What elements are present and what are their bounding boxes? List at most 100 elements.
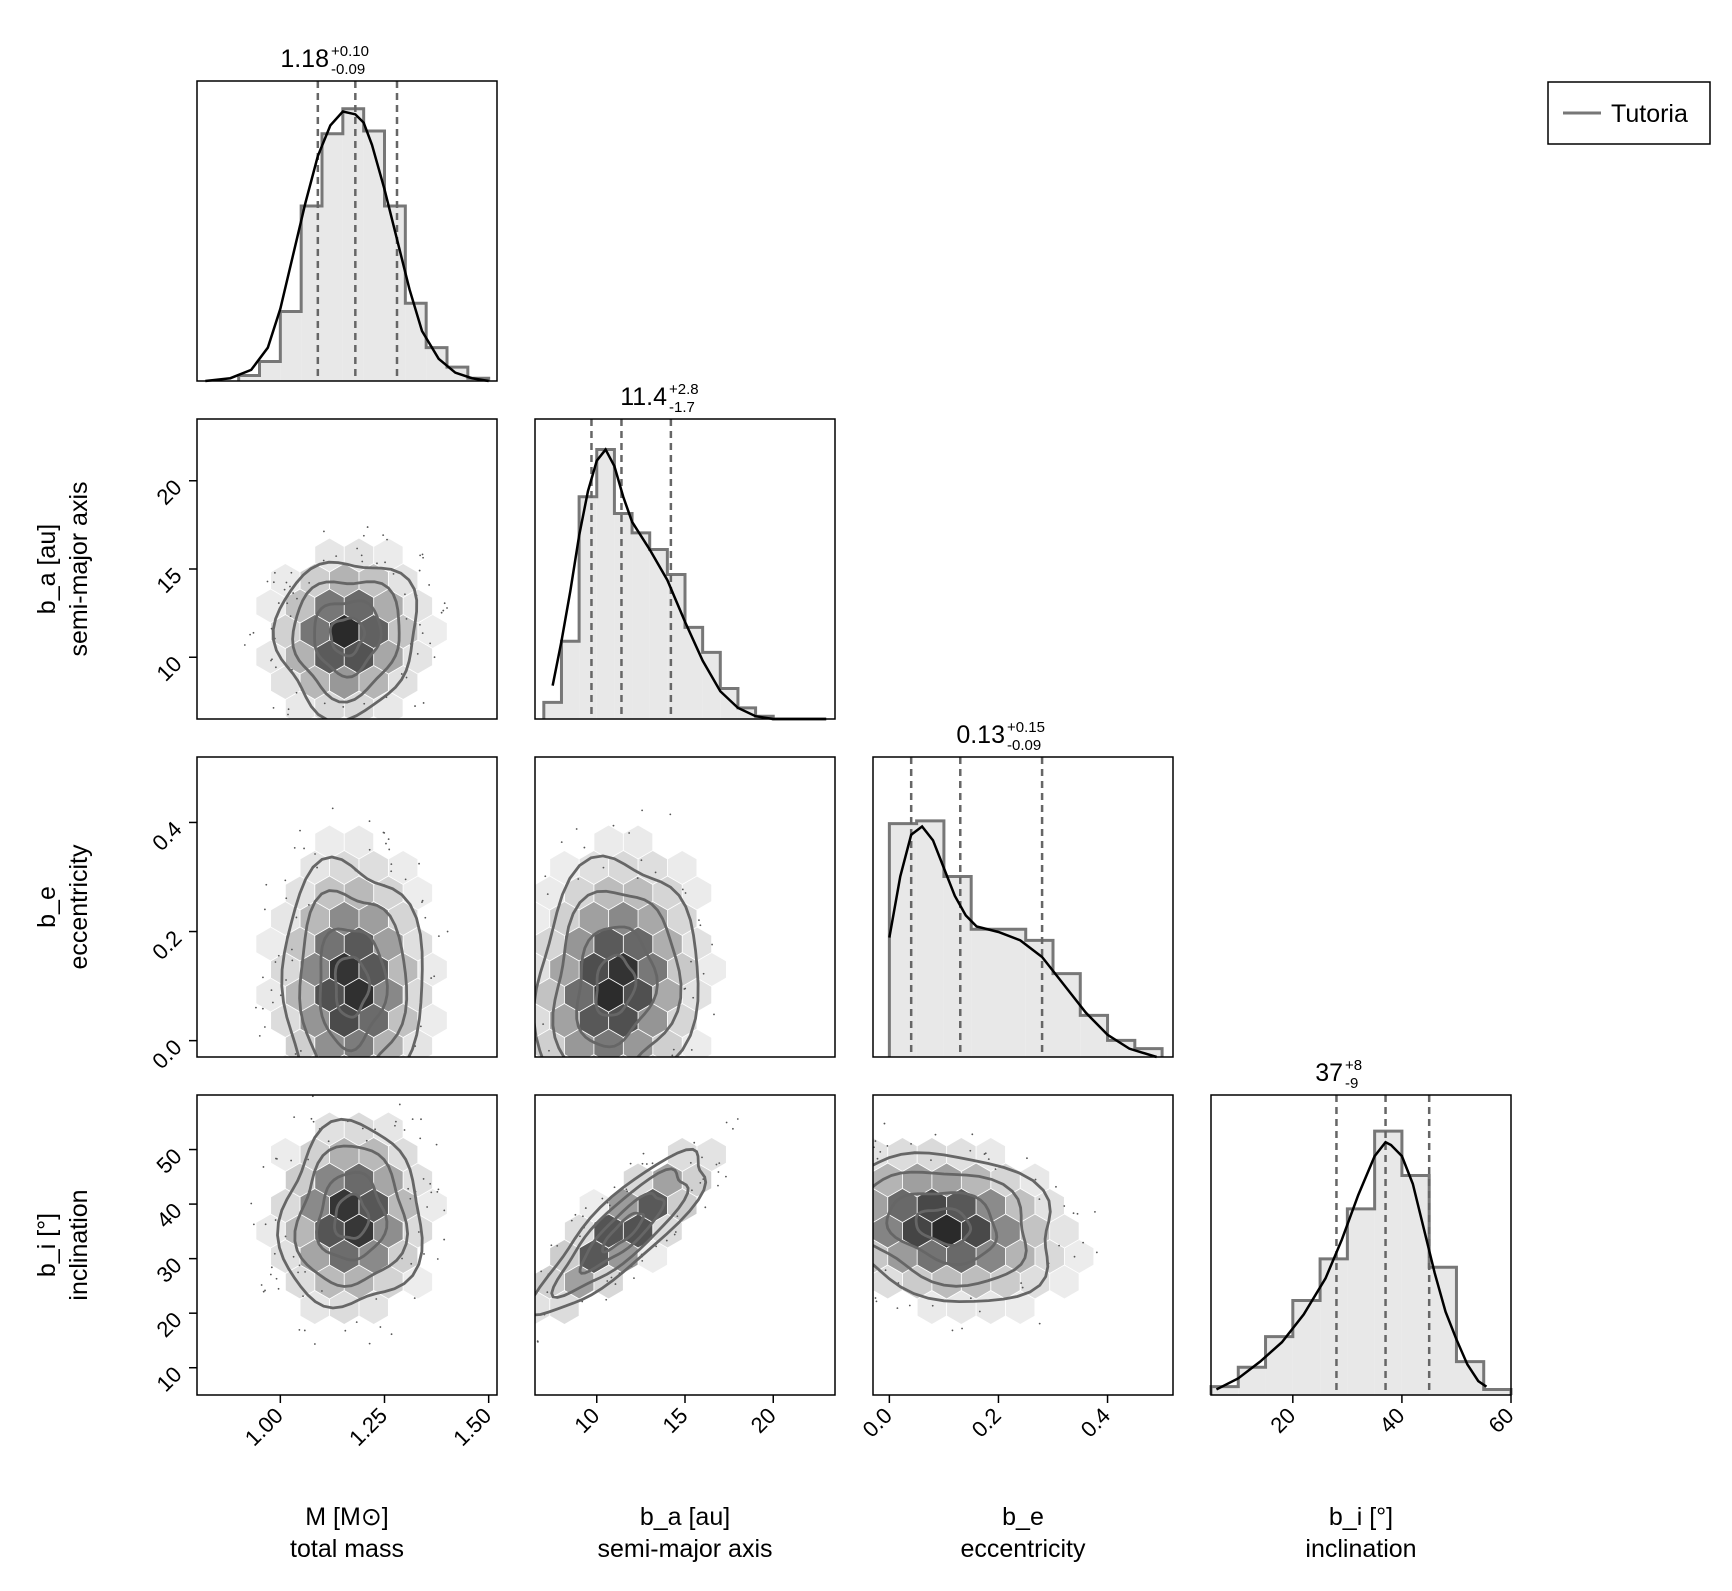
scatter-point	[304, 1270, 306, 1273]
scatter-point	[295, 916, 298, 919]
hexbin	[594, 927, 623, 961]
y-axis-description: eccentricity	[65, 844, 93, 970]
hexbin	[300, 666, 330, 699]
scatter-point	[732, 1127, 734, 1130]
scatter-point	[525, 1311, 527, 1313]
marginal-title-median: 11.4	[620, 383, 667, 411]
scatter-point	[507, 1323, 509, 1325]
scatter-point	[262, 976, 264, 979]
scatter-point	[436, 1258, 439, 1260]
hexbin	[315, 1163, 344, 1197]
scatter-point	[930, 1159, 932, 1162]
scatter-point	[655, 1245, 658, 1248]
x-axis-title: b_e	[1002, 1503, 1044, 1531]
hist-bar	[280, 311, 302, 381]
scatter-point	[270, 989, 273, 992]
hist-bar	[1401, 1175, 1430, 1395]
scatter-point	[640, 859, 643, 862]
hexbin	[271, 564, 300, 597]
scatter-point	[645, 1163, 648, 1165]
y-tick-label: 10	[152, 651, 187, 686]
marginal-title-plus: +0.15	[1007, 719, 1045, 736]
scatter-point	[405, 676, 408, 679]
contour-line	[280, 855, 424, 1057]
x-tick-label: 60	[1484, 1403, 1519, 1438]
scatter-point	[584, 1207, 587, 1209]
scatter-point	[684, 892, 687, 894]
scatter-point	[609, 1118, 611, 1120]
scatter-point	[359, 1110, 361, 1112]
hexbin	[902, 1163, 932, 1197]
scatter-point	[436, 1190, 439, 1193]
hexbin	[403, 978, 433, 1012]
hexbin	[271, 666, 300, 699]
hexbin	[285, 1214, 315, 1248]
hexbin	[917, 1189, 947, 1222]
scatter-point	[311, 1095, 314, 1098]
scatter-point	[667, 1069, 669, 1071]
scatter-point	[407, 1187, 410, 1190]
hexbin	[315, 825, 344, 859]
hexbin	[315, 691, 344, 719]
x-axis-description: inclination	[1305, 1535, 1416, 1563]
hist-outline	[237, 107, 491, 381]
hexbin	[535, 1265, 565, 1299]
panel-frame	[196, 1094, 498, 1396]
scatter-point	[574, 1213, 577, 1216]
hexbin	[623, 876, 653, 910]
scatter-point	[839, 1181, 841, 1183]
hexbin	[535, 876, 565, 910]
scatter-point	[387, 838, 390, 840]
scatter-point	[643, 1092, 645, 1094]
scatter-point	[606, 1108, 608, 1110]
scatter-point	[681, 888, 684, 891]
hexbin	[300, 1291, 330, 1324]
hexbin	[550, 1004, 579, 1037]
x-tick-label: 0.0	[858, 1403, 897, 1442]
hist-bar	[737, 707, 756, 719]
hexbin	[829, 1138, 858, 1171]
pair-panel-3-0	[196, 1094, 498, 1396]
scatter-point	[846, 1175, 848, 1177]
contour-line	[578, 1191, 666, 1275]
scatter-point	[701, 1156, 703, 1159]
scatter-point	[290, 1159, 293, 1162]
scatter-point	[324, 729, 326, 731]
scatter-point	[273, 1089, 275, 1091]
scatter-point	[879, 1150, 882, 1153]
hexbin	[932, 1265, 961, 1299]
scatter-point	[331, 807, 334, 810]
y-axis-1: 10 15 20 b_a [au] semi-major axis	[33, 475, 197, 686]
scatter-point	[303, 847, 305, 850]
scatter-point	[423, 1253, 425, 1255]
scatter-point	[255, 1006, 257, 1009]
hist-bar	[1292, 1300, 1321, 1395]
scatter-point	[277, 1287, 280, 1290]
scatter-point	[393, 1100, 395, 1102]
y-tick-label: 15	[152, 563, 187, 598]
scatter-point	[623, 1134, 625, 1136]
contour-line	[535, 1147, 708, 1317]
x-axis-0: 1.00 1.25 1.50 M [M⊙] total mass	[240, 1395, 496, 1563]
scatter-point	[605, 1298, 608, 1301]
contour-line	[328, 616, 367, 658]
hexbin	[315, 640, 344, 674]
hexbin	[829, 1240, 858, 1273]
hexbin	[579, 1004, 609, 1037]
hexbin	[888, 1189, 917, 1222]
scatter-point	[360, 554, 363, 557]
hexbin	[550, 851, 579, 884]
scatter-point	[531, 1346, 533, 1348]
hexbin	[560, 1055, 568, 1057]
scatter-point	[642, 1152, 645, 1155]
scatter-point	[519, 1049, 521, 1051]
scatter-point	[876, 1157, 879, 1160]
scatter-point	[411, 1118, 414, 1120]
scatter-point	[264, 1223, 267, 1226]
scatter-point	[285, 581, 288, 584]
x-axis-3: 20 40 60 b_i [°] inclination	[1265, 1395, 1519, 1563]
scatter-point	[570, 1219, 573, 1222]
x-axis-title: b_i [°]	[1329, 1503, 1393, 1531]
hexbin	[300, 902, 330, 935]
